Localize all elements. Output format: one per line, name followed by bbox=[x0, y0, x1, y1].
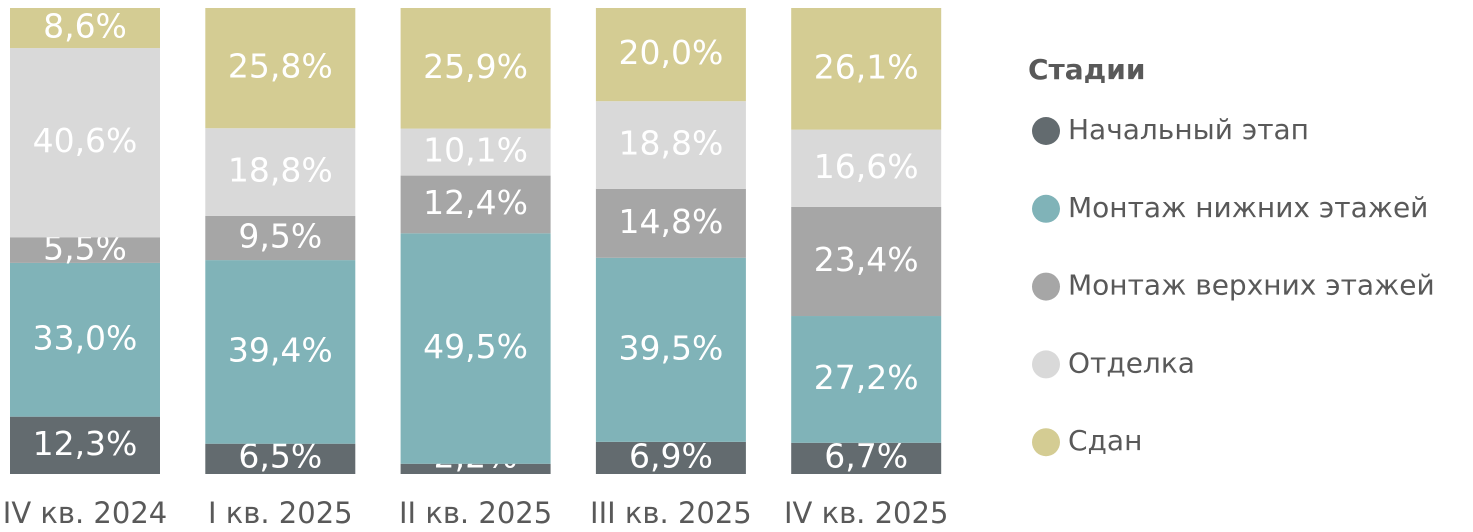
legend-label: Монтаж верхних этажей bbox=[1068, 269, 1435, 302]
bar-segment bbox=[10, 237, 160, 263]
legend-title: Стадии bbox=[1028, 53, 1146, 86]
data-label: 6,7% bbox=[824, 437, 908, 476]
bar-segment bbox=[205, 128, 356, 216]
data-label: 12,4% bbox=[423, 183, 528, 222]
bar-segment bbox=[10, 416, 160, 474]
bar-segment bbox=[791, 206, 942, 317]
data-label: 27,2% bbox=[814, 358, 919, 397]
bar-segment bbox=[10, 8, 160, 49]
bar-segment bbox=[791, 316, 942, 443]
data-label: 25,9% bbox=[423, 47, 528, 86]
bar-segment bbox=[595, 441, 746, 474]
legend-marker bbox=[1032, 194, 1060, 223]
legend-label: Начальный этап bbox=[1068, 113, 1309, 146]
legend-marker bbox=[1032, 428, 1060, 457]
bar-segment bbox=[400, 463, 551, 474]
data-label: 49,5% bbox=[423, 327, 528, 366]
data-label: 9,5% bbox=[238, 216, 322, 255]
x-tick-label: III кв. 2025 bbox=[590, 496, 752, 530]
legend-marker bbox=[1032, 272, 1060, 301]
data-label: 39,4% bbox=[228, 330, 333, 369]
x-tick-label: II кв. 2025 bbox=[399, 496, 552, 530]
data-label: 10,1% bbox=[423, 131, 528, 170]
data-label: 14,8% bbox=[618, 202, 723, 241]
bar-segment bbox=[205, 215, 356, 261]
bar-segment bbox=[595, 188, 746, 258]
bar-segment bbox=[205, 260, 356, 444]
bar-segment bbox=[791, 129, 942, 207]
bar-segment bbox=[400, 8, 551, 129]
data-label: 8,6% bbox=[43, 7, 127, 46]
legend-label: Монтаж нижних этажей bbox=[1068, 191, 1428, 224]
bar-segment bbox=[791, 8, 942, 130]
data-label: 12,3% bbox=[33, 424, 138, 463]
bar-segment bbox=[595, 101, 746, 189]
data-label: 16,6% bbox=[814, 147, 919, 186]
data-label: 25,8% bbox=[228, 47, 333, 86]
data-label: 33,0% bbox=[33, 318, 138, 357]
bar-segment bbox=[791, 442, 942, 474]
data-label: 23,4% bbox=[814, 240, 919, 279]
legend-label: Отделка bbox=[1068, 346, 1195, 379]
legend-marker bbox=[1032, 350, 1060, 379]
data-label: 6,9% bbox=[629, 436, 713, 475]
bar-segment bbox=[595, 8, 746, 102]
legend-label: Сдан bbox=[1068, 424, 1142, 457]
bar-segment bbox=[400, 175, 551, 234]
bar-segment bbox=[205, 8, 356, 129]
bar-segment bbox=[400, 128, 551, 176]
data-label: 18,8% bbox=[228, 151, 333, 190]
bar-segment bbox=[10, 262, 160, 417]
bar-segment bbox=[595, 257, 746, 442]
bar-segment bbox=[10, 48, 160, 238]
x-tick-label: IV кв. 2025 bbox=[784, 496, 948, 530]
x-tick-label: I кв. 2025 bbox=[208, 496, 353, 530]
data-label: 40,6% bbox=[33, 121, 138, 160]
x-tick-label: IV кв. 2024 bbox=[3, 496, 167, 530]
data-label: 26,1% bbox=[814, 47, 919, 86]
bar-segment bbox=[400, 233, 551, 464]
data-label: 20,0% bbox=[618, 33, 723, 72]
bar-segment bbox=[205, 443, 356, 474]
legend-marker bbox=[1032, 117, 1060, 145]
data-label: 39,5% bbox=[618, 328, 723, 367]
data-label: 18,8% bbox=[618, 124, 723, 163]
